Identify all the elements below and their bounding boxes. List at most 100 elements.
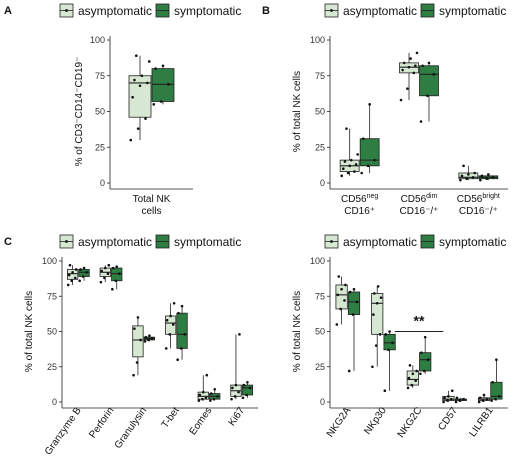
panel-2-ytick-label-25: 25 [47, 362, 57, 372]
panel-2-ylabel: % of total NK cells [24, 291, 35, 372]
data-point [446, 399, 449, 402]
data-point [344, 283, 347, 287]
data-point [387, 348, 390, 352]
panel-1-ytick-label-50: 50 [315, 107, 325, 117]
data-point [198, 393, 202, 397]
box-body [132, 325, 144, 358]
box-C-5-asymptomatic [230, 333, 242, 401]
data-point [460, 174, 464, 178]
data-point [450, 389, 454, 393]
data-point [209, 392, 213, 395]
panel-1-ytick-label-25: 25 [315, 142, 325, 152]
data-point [353, 170, 356, 173]
legend-label-symptomatic: symptomatic [174, 235, 241, 249]
panel-0-ylabel: % of CD3⁻CD14⁻CD19⁻ [74, 57, 85, 167]
box-A-0-symptomatic [151, 64, 175, 106]
data-point [384, 333, 388, 336]
data-point [165, 318, 169, 322]
data-point [478, 396, 482, 400]
data-point [205, 373, 209, 377]
data-point [78, 279, 81, 283]
data-point [465, 177, 469, 181]
data-point [129, 138, 133, 142]
box-B-1-asymptomatic [399, 51, 419, 102]
data-point [419, 372, 422, 376]
data-point [366, 164, 370, 168]
box-body [371, 293, 384, 335]
panel-0-ytick-label-50: 50 [95, 107, 105, 117]
data-point [378, 333, 382, 336]
data-point [99, 280, 103, 284]
data-point [139, 338, 142, 342]
box-D-0-asymptomatic [335, 275, 348, 326]
data-point [442, 400, 445, 404]
box-B-0-asymptomatic [339, 127, 360, 178]
data-point [352, 287, 356, 291]
box-body [241, 384, 254, 396]
box-B-0-symptomatic [359, 103, 380, 175]
data-point [107, 263, 111, 267]
data-point [447, 395, 450, 398]
data-point [82, 266, 86, 270]
data-point [462, 397, 465, 401]
panel-0-ytick-label-0: 0 [100, 178, 105, 188]
data-point [246, 380, 249, 384]
box-C-1-symptomatic [111, 265, 123, 291]
category-label-D-2: NKG2C [396, 405, 425, 440]
data-point [100, 269, 104, 273]
data-point [455, 396, 459, 400]
panel-3-ytick-label-100: 100 [310, 256, 325, 266]
data-point [411, 372, 415, 376]
data-point [379, 296, 383, 299]
box-C-3-asymptomatic [164, 302, 177, 350]
data-point [340, 287, 343, 291]
data-point [147, 60, 151, 63]
data-point [490, 399, 493, 402]
box-C-4-asymptomatic [197, 373, 209, 402]
data-point [340, 174, 343, 178]
data-point [487, 173, 490, 176]
data-point [159, 100, 163, 103]
data-point [467, 173, 470, 176]
box-D-3-asymptomatic [442, 389, 455, 404]
box-B-2-symptomatic [478, 173, 499, 182]
category-label-C-4: Eomes [188, 405, 215, 437]
data-point [176, 358, 179, 362]
data-point [114, 279, 118, 283]
box-body [359, 138, 380, 167]
box-C-3-symptomatic [176, 304, 188, 362]
data-point [66, 283, 70, 287]
legend-label-asymptomatic: asymptomatic [343, 235, 417, 249]
data-point [473, 171, 477, 175]
data-point [111, 287, 114, 291]
box-C-1-asymptomatic [99, 263, 111, 284]
panel-1-ytick-label-100: 100 [310, 35, 325, 45]
data-point [432, 73, 436, 76]
data-point [482, 393, 486, 397]
category-label-D-4: LILRB1 [468, 405, 496, 439]
panel-c-letter: C [4, 236, 12, 248]
box-D-0-symptomatic [347, 287, 361, 373]
category-sublabel-B-1: CD16⁻/⁺ [400, 206, 439, 217]
data-point [167, 83, 170, 86]
data-point [118, 272, 121, 275]
data-point [497, 395, 501, 398]
data-point [402, 61, 406, 65]
panel-2-ytick-label-50: 50 [47, 327, 57, 337]
data-point [85, 270, 88, 274]
box-C-0-asymptomatic [66, 263, 79, 287]
data-point [485, 177, 489, 181]
data-point [462, 164, 465, 168]
data-point [106, 272, 110, 275]
category-label-C-0: Granzyme B [43, 405, 84, 457]
data-point [459, 178, 462, 182]
box-C-0-symptomatic [78, 266, 90, 283]
data-point [372, 313, 375, 316]
data-point [410, 383, 414, 387]
category-label-C-5: Ki67 [227, 405, 248, 428]
data-point [132, 373, 135, 377]
data-point [373, 292, 376, 295]
legend-key-dot-asymptomatic [330, 240, 333, 243]
legend-label-symptomatic: symptomatic [174, 4, 241, 18]
data-point [454, 400, 458, 404]
